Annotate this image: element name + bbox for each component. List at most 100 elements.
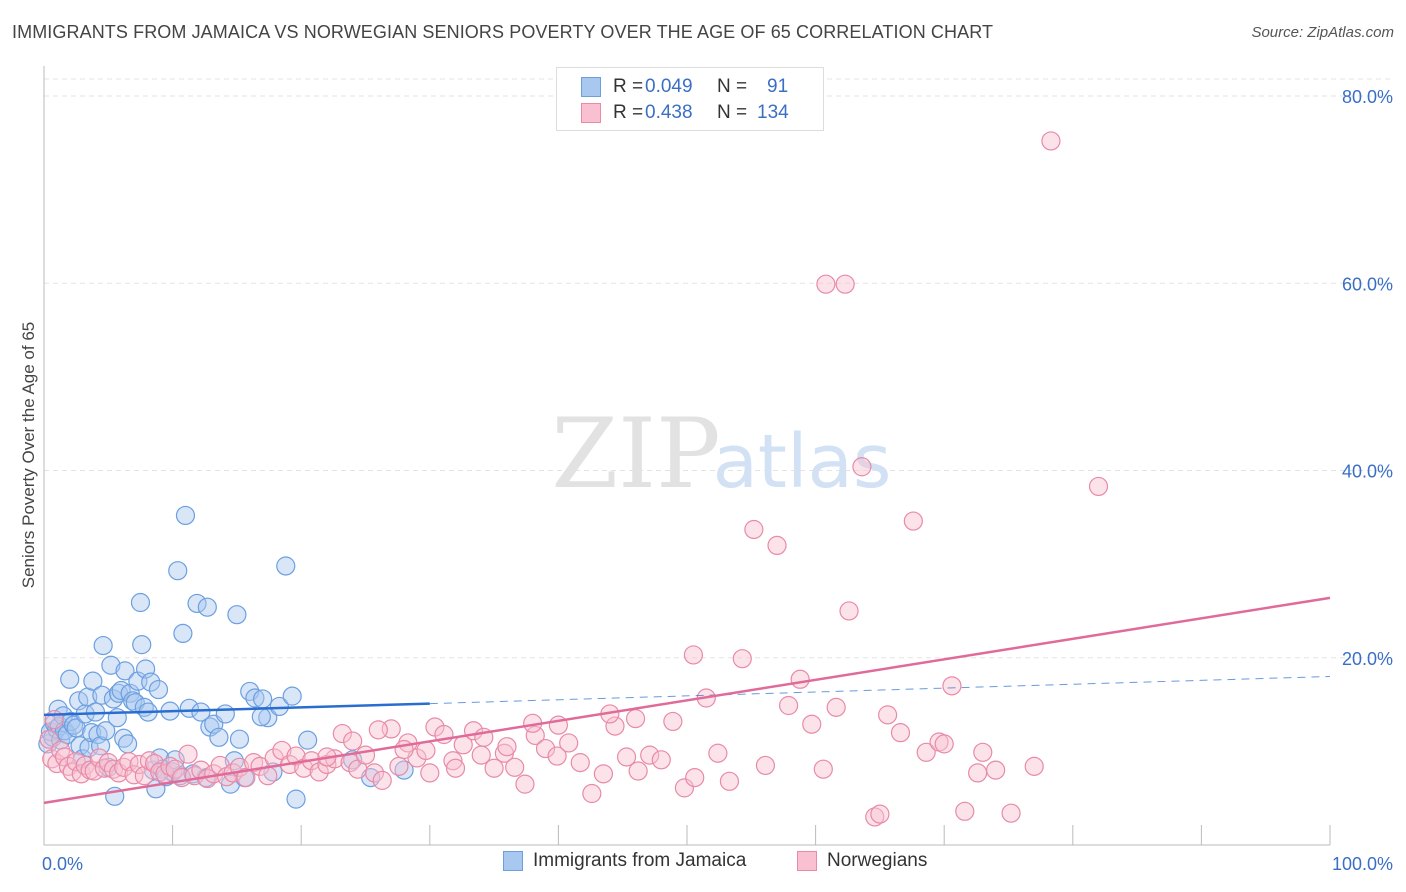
point-norwegians: [39, 729, 59, 749]
watermark-atlas: atlas: [713, 419, 892, 505]
point-norwegians: [535, 738, 556, 759]
stats-row-norwegians: R = 0.438 N = 134: [581, 101, 789, 125]
point-norwegians: [236, 767, 256, 788]
point-norwegians: [778, 695, 799, 716]
point-norwegians: [683, 645, 704, 665]
point-norwegians: [890, 723, 911, 743]
point-jamaica: [173, 623, 193, 644]
n-value: 91: [767, 76, 789, 97]
watermark: ZIP atlas: [551, 398, 891, 510]
point-jamaica: [191, 702, 211, 722]
trend-line-jamaica: [43, 702, 430, 717]
point-norwegians: [443, 751, 463, 771]
watermark-zip: ZIP: [551, 398, 720, 510]
legend-swatch-norwegians: [581, 103, 601, 123]
point-norwegians: [732, 649, 752, 669]
point-jamaica: [245, 688, 265, 708]
point-norwegians: [160, 756, 180, 776]
point-norwegians: [484, 758, 504, 778]
y-axis-label: Seniors Poverty Over the Age of 65: [19, 321, 38, 589]
point-jamaica: [115, 661, 135, 681]
series-legend: Immigrants from Jamaica Norwegians: [0, 850, 1406, 880]
n-value: 134: [757, 102, 789, 123]
point-jamaica: [168, 561, 188, 581]
point-norwegians: [835, 274, 855, 294]
point-jamaica: [187, 593, 207, 614]
point-norwegians: [744, 519, 764, 540]
point-norwegians: [870, 804, 890, 824]
x-tick-label-start: 0.0%: [42, 854, 83, 874]
point-norwegians: [708, 743, 728, 763]
point-norwegians: [813, 759, 833, 779]
point-jamaica: [90, 736, 111, 756]
point-norwegians: [839, 601, 859, 621]
legend-label-norwegians: Norwegians: [827, 850, 928, 871]
y-tick-label: 60.0%: [1342, 274, 1393, 294]
point-norwegians: [1088, 476, 1109, 497]
point-norwegians: [294, 758, 314, 778]
point-norwegians: [934, 734, 954, 754]
n-label: N =: [717, 76, 748, 97]
point-norwegians: [663, 711, 683, 732]
legend-swatch-jamaica: [503, 851, 523, 871]
point-jamaica: [101, 655, 121, 675]
point-jamaica: [63, 715, 84, 735]
point-norwegians: [968, 763, 988, 783]
point-jamaica: [60, 669, 80, 689]
x-tick-label-end: 100.0%: [1332, 854, 1393, 874]
legend-item-jamaica[interactable]: Immigrants from Jamaica: [503, 850, 746, 872]
legend-swatch-norwegians: [797, 851, 817, 871]
point-norwegians: [640, 745, 660, 765]
point-norwegians: [790, 669, 810, 689]
point-jamaica: [229, 729, 250, 749]
point-jamaica: [92, 685, 112, 705]
point-jamaica: [117, 734, 138, 754]
point-norwegians: [368, 720, 388, 740]
grid-lines: [44, 78, 1392, 659]
point-jamaica: [269, 696, 289, 717]
y-tick-label: 40.0%: [1342, 462, 1393, 482]
stats-legend: R = 0.049 N = 91 R = 0.438 N = 134: [556, 67, 824, 131]
point-norwegians: [955, 801, 975, 821]
point-norwegians: [54, 747, 75, 767]
point-jamaica: [282, 686, 302, 706]
point-jamaica: [175, 505, 196, 526]
point-norwegians: [114, 757, 134, 777]
point-norwegians: [124, 765, 144, 785]
trend-line-jamaica-extension: [429, 675, 1331, 705]
point-norwegians: [343, 731, 363, 751]
point-norwegians: [755, 755, 776, 776]
stats-row-jamaica: R = 0.049 N = 91: [581, 75, 788, 99]
legend-item-norwegians[interactable]: Norwegians: [797, 850, 927, 872]
point-jamaica: [130, 592, 151, 613]
point-norwegians: [816, 274, 836, 294]
point-jamaica: [179, 698, 199, 718]
point-norwegians: [309, 762, 329, 782]
point-jamaica: [253, 689, 273, 709]
point-norwegians: [1001, 803, 1021, 823]
point-norwegians: [605, 716, 625, 736]
legend-swatch-jamaica: [581, 77, 601, 97]
point-norwegians: [916, 742, 936, 762]
point-jamaica: [197, 597, 217, 617]
point-norwegians: [364, 763, 385, 783]
chart-title: IMMIGRANTS FROM JAMAICA VS NORWEGIAN SEN…: [12, 22, 994, 42]
point-jamaica: [141, 672, 161, 692]
point-norwegians: [372, 770, 392, 790]
point-jamaica: [227, 605, 247, 625]
point-norwegians: [852, 457, 872, 477]
point-jamaica: [251, 707, 271, 727]
point-norwegians: [802, 714, 822, 734]
point-jamaica: [209, 727, 229, 747]
point-norwegians: [685, 767, 705, 788]
point-norwegians: [515, 774, 535, 794]
point-norwegians: [525, 725, 545, 746]
point-norwegians: [625, 709, 646, 729]
point-norwegians: [865, 807, 885, 827]
point-norwegians: [628, 761, 648, 781]
point-norwegians: [719, 771, 740, 791]
point-jamaica: [286, 789, 306, 809]
point-norwegians: [332, 723, 352, 744]
y-tick-label: 80.0%: [1342, 87, 1393, 107]
point-norwegians: [134, 766, 154, 786]
